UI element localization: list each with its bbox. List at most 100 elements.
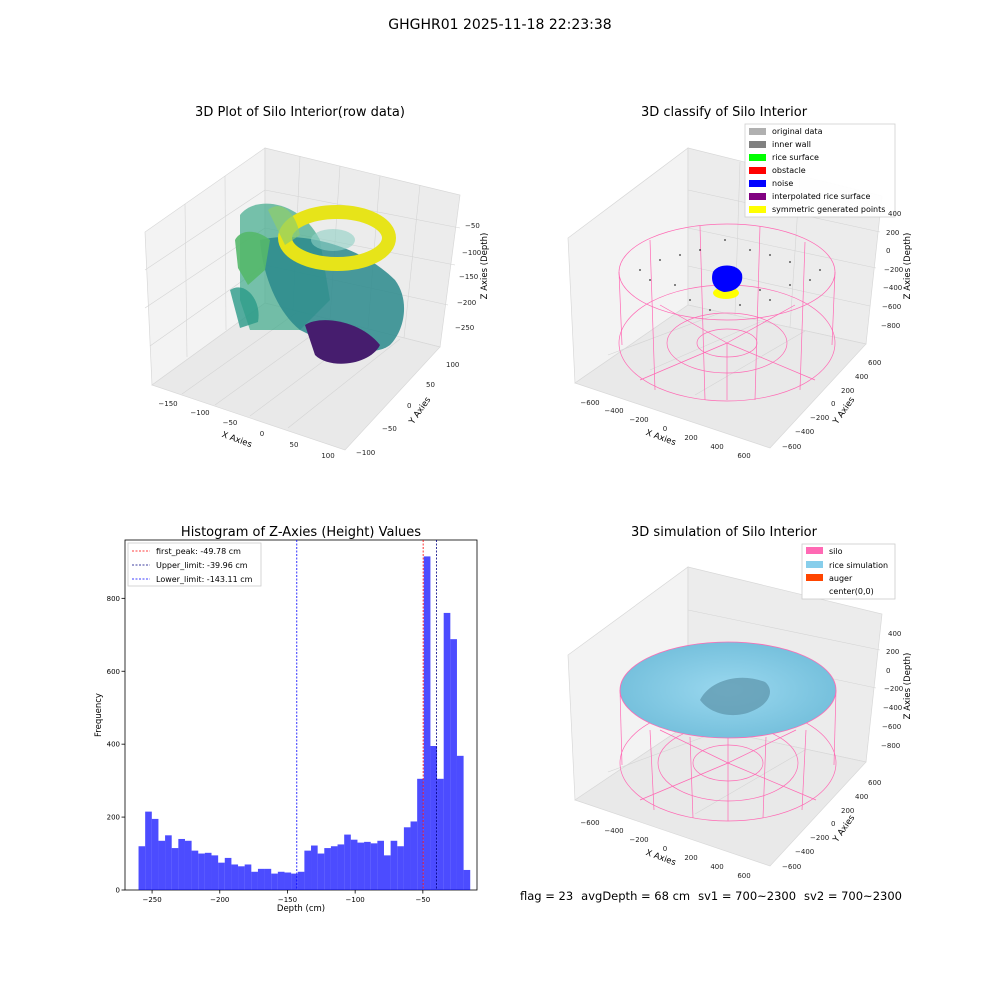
svg-text:400: 400 (710, 443, 723, 451)
svg-text:600: 600 (868, 359, 881, 367)
svg-text:−400: −400 (795, 848, 814, 856)
simulation-z-axis-label: Z Axies (Depth) (903, 653, 913, 720)
status-footer: flag = 23 avgDepth = 68 cm sv1 = 700~2300 s… (520, 889, 910, 903)
histogram-bar (337, 844, 345, 890)
svg-text:0: 0 (663, 425, 667, 433)
classify-floor-pane (574, 304, 867, 449)
histogram-bar (297, 871, 305, 890)
histogram-bar (145, 811, 152, 890)
histogram-bar (211, 855, 219, 890)
histogram-bar (397, 846, 404, 890)
svg-text:400: 400 (888, 630, 901, 638)
sv2-readout: sv2 = 700~2300 (804, 889, 902, 903)
histogram-y-axis-label: Frequency (94, 693, 104, 737)
histogram-bar (317, 853, 325, 890)
histogram-reference-lines (296, 540, 437, 890)
histogram-bar (364, 841, 371, 890)
svg-text:0: 0 (886, 247, 890, 255)
simulation-z-ticks: 400 200 0 −200 −400 −600 −800 (881, 630, 903, 750)
svg-text:−100: −100 (356, 449, 375, 457)
svg-text:0: 0 (831, 400, 835, 408)
svg-text:0: 0 (663, 845, 667, 853)
histogram-x-tick-label: −150 (278, 896, 297, 904)
histogram-bar (264, 868, 272, 890)
legend-swatch-auger (806, 574, 823, 581)
histogram-panel: Histogram of Z-Axies (Height) Values −25… (94, 525, 478, 914)
svg-text:0: 0 (831, 820, 835, 828)
histogram-bar (291, 873, 298, 890)
svg-text:−150: −150 (158, 400, 177, 408)
simulation-y-axis-label: Y Axies (831, 813, 858, 845)
raw-panel-title: 3D Plot of Silo Interior(row data) (195, 105, 405, 120)
svg-text:−250: −250 (455, 324, 474, 332)
histogram-bar (456, 755, 464, 890)
histogram-bar (324, 848, 331, 890)
svg-text:−600: −600 (782, 443, 801, 451)
legend-swatch-interpolated (749, 193, 766, 200)
svg-text:50: 50 (426, 381, 435, 389)
histogram-bar (238, 866, 245, 890)
histogram-bar (390, 840, 398, 890)
avg-depth-readout: avgDepth = 68 cm (581, 889, 691, 903)
raw-point-cloud (230, 203, 405, 364)
simulation-legend: silo rice simulation auger center(0,0) (801, 543, 896, 600)
histogram-bar (231, 864, 239, 890)
simulation-y-ticks: 600 400 200 0 −200 −400 −600 (782, 779, 881, 871)
legend-label-obstacle: obstacle (772, 166, 806, 175)
histogram-bar (430, 745, 438, 890)
svg-text:0: 0 (886, 667, 890, 675)
legend-label-silo: silo (829, 547, 843, 556)
legend-label-interpolated: interpolated rice surface (772, 192, 870, 201)
histogram-bar (138, 846, 146, 890)
svg-text:−600: −600 (782, 863, 801, 871)
svg-text:200: 200 (886, 648, 899, 656)
svg-text:100: 100 (321, 452, 334, 460)
histogram-bar (350, 839, 358, 890)
classify-x-axis-label: X Axies (644, 428, 677, 448)
histogram-bar (251, 871, 258, 890)
raw-x-ticks: −150 −100 −50 0 50 100 (158, 400, 334, 460)
simulation-floor-pane (574, 723, 867, 867)
histogram-bar (158, 840, 166, 890)
histogram-bar (257, 868, 265, 890)
histogram-bar (224, 857, 232, 890)
svg-text:600: 600 (868, 779, 881, 787)
histogram-bar (403, 827, 411, 890)
histogram-bar (344, 834, 351, 890)
svg-text:200: 200 (841, 387, 854, 395)
histogram-bar (417, 778, 424, 890)
svg-text:200: 200 (684, 434, 697, 442)
histogram-bar (218, 862, 225, 890)
classify-panel-title: 3D classify of Silo Interior (641, 105, 808, 120)
svg-text:−50: −50 (465, 222, 480, 230)
legend-label-first-peak: first_peak: -49.78 cm (156, 547, 241, 556)
simulation-x-axis-label: X Axies (644, 848, 677, 868)
histogram-bar (184, 840, 192, 890)
svg-text:−200: −200 (810, 414, 829, 422)
raw-y-axis-label: Y Axies (407, 395, 434, 427)
histogram-y-tick-label: 400 (107, 741, 120, 749)
histogram-bar (277, 871, 285, 890)
svg-text:−100: −100 (462, 249, 481, 257)
histogram-bar (171, 848, 179, 890)
svg-text:600: 600 (737, 872, 750, 880)
svg-text:−150: −150 (459, 273, 478, 281)
histogram-bar (330, 846, 338, 890)
raw-z-ticks: −50 −100 −150 −200 −250 (455, 222, 481, 332)
svg-text:−800: −800 (881, 322, 900, 330)
svg-text:−400: −400 (604, 827, 623, 835)
simulation-panel-title: 3D simulation of Silo Interior (631, 525, 818, 540)
raw-3d-panel: 3D Plot of Silo Interior(row data) (144, 105, 490, 460)
legend-swatch-original-data (749, 128, 766, 135)
legend-swatch-inner-wall (749, 141, 766, 148)
legend-label-inner-wall: inner wall (772, 140, 811, 149)
histogram-bar (410, 821, 418, 890)
svg-text:100: 100 (446, 361, 459, 369)
legend-label-upper-limit: Upper_limit: -39.96 cm (156, 561, 248, 570)
raw-z-axis-label: Z Axies (Depth) (480, 233, 490, 300)
svg-text:−200: −200 (457, 299, 476, 307)
raw-y-ticks: 100 50 0 −50 −100 (356, 361, 459, 457)
legend-swatch-rice-simulation (806, 561, 823, 568)
classify-y-ticks: 600 400 200 0 −200 −400 −600 (782, 359, 881, 451)
histogram-bar (151, 818, 159, 890)
